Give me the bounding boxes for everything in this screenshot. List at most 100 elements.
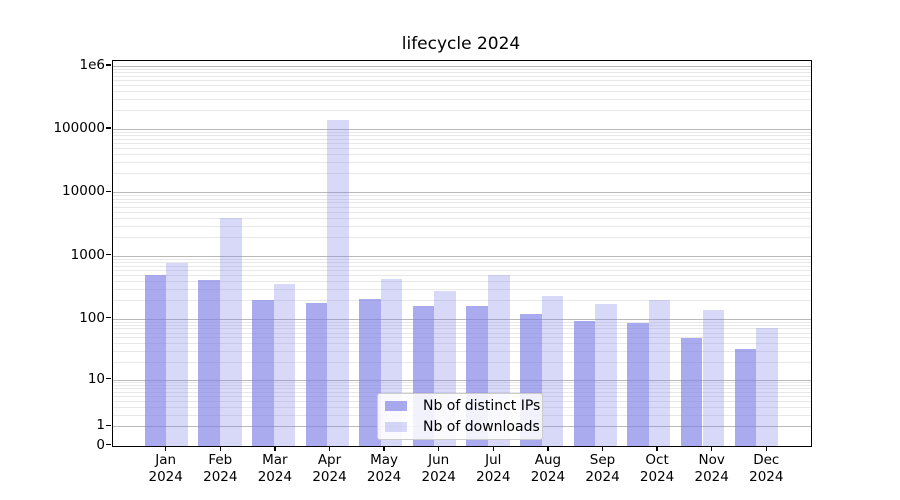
plot-area <box>112 60 812 447</box>
y-tick <box>105 127 111 129</box>
y-tick-label: 1 <box>96 417 105 434</box>
grid-minor-line <box>113 135 811 137</box>
y-tick-label: 1e6 <box>79 56 105 73</box>
grid-minor-line <box>113 274 811 276</box>
y-tick <box>105 64 111 66</box>
x-tick-label: May 2024 <box>366 452 402 485</box>
grid-minor-line <box>113 132 811 134</box>
grid-minor-line <box>113 261 811 263</box>
bar-downloads-1 <box>166 262 188 446</box>
grid-major-line <box>113 192 811 194</box>
x-tick <box>219 446 222 451</box>
grid-minor-line <box>113 110 811 112</box>
grid-minor-line <box>113 288 811 290</box>
x-tick <box>274 446 276 451</box>
grid-minor-line <box>113 258 811 260</box>
x-tick <box>492 446 495 451</box>
grid-major-line <box>113 318 811 320</box>
x-tick-label: Feb 2024 <box>203 452 238 485</box>
y-tick-label: 10000 <box>62 183 105 200</box>
legend-swatch-downloads <box>385 422 407 432</box>
grid-minor-line <box>113 154 811 156</box>
y-tick-label: 0 <box>96 436 105 453</box>
grid-minor-line <box>113 361 811 363</box>
x-tick <box>164 446 167 451</box>
grid-minor-line <box>113 211 811 213</box>
y-tick <box>105 443 111 446</box>
grid-minor-line <box>113 139 811 141</box>
bar-downloads-10 <box>648 299 671 446</box>
grid-minor-line <box>113 91 811 93</box>
y-tick <box>105 316 111 319</box>
bar-distinct-ips-12 <box>734 348 757 446</box>
grid-minor-line <box>113 72 811 74</box>
grid-minor-line <box>113 392 811 394</box>
x-tick-label: Jul 2024 <box>476 452 511 485</box>
y-tick <box>105 190 111 193</box>
grid-major-line <box>113 65 811 67</box>
x-tick-label: Sep 2024 <box>585 452 620 485</box>
grid-minor-line <box>113 225 811 227</box>
legend-label-downloads: Nb of downloads <box>423 419 540 435</box>
bar-distinct-ips-5 <box>359 299 381 446</box>
bar-downloads-9 <box>595 304 617 446</box>
grid-minor-line <box>113 343 811 345</box>
y-tick-label: 1000 <box>70 246 105 263</box>
x-tick <box>656 446 658 451</box>
chart-title: lifecycle 2024 <box>401 34 521 54</box>
y-tick <box>105 424 111 427</box>
grid-minor-line <box>113 351 811 353</box>
grid-minor-line <box>113 162 811 164</box>
legend: Nb of distinct IPs Nb of downloads <box>377 393 543 440</box>
grid-minor-line <box>113 198 811 200</box>
grid-minor-line <box>113 382 811 384</box>
grid-minor-line <box>113 337 811 339</box>
x-tick <box>710 446 713 451</box>
grid-minor-line <box>113 206 811 208</box>
x-tick <box>383 446 385 451</box>
grid-minor-line <box>113 75 811 77</box>
bar-downloads-3 <box>273 283 296 446</box>
grid-minor-line <box>113 332 811 334</box>
x-tick-label: Jan 2024 <box>148 452 183 485</box>
grid-minor-line <box>113 148 811 150</box>
grid-minor-line <box>113 328 811 330</box>
bar-distinct-ips-4 <box>305 302 328 446</box>
bar-downloads-12 <box>756 328 778 446</box>
grid-minor-line <box>113 324 811 326</box>
y-tick <box>105 253 111 256</box>
bar-downloads-4 <box>327 120 349 446</box>
x-tick-label: Nov 2024 <box>694 452 729 485</box>
grid-minor-line <box>113 99 811 101</box>
grid-minor-line <box>113 388 811 390</box>
legend-item-distinct-ips: Nb of distinct IPs <box>378 397 542 415</box>
legend-swatch-distinct-ips <box>385 401 407 411</box>
bar-downloads-8 <box>541 296 564 446</box>
x-tick-label: Oct 2024 <box>639 452 675 485</box>
grid-minor-line <box>113 236 811 238</box>
grid-minor-line <box>113 143 811 145</box>
bar-distinct-ips-11 <box>680 337 703 446</box>
legend-label-distinct-ips: Nb of distinct IPs <box>423 398 541 414</box>
grid-minor-line <box>113 280 811 282</box>
grid-minor-line <box>113 321 811 323</box>
grid-minor-line <box>113 173 811 175</box>
bar-distinct-ips-3 <box>252 299 274 446</box>
grid-major-line <box>113 379 811 381</box>
grid-minor-line <box>113 85 811 87</box>
bar-downloads-11 <box>702 309 725 446</box>
grid-minor-line <box>113 217 811 219</box>
y-tick <box>105 377 111 380</box>
grid-minor-line <box>113 269 811 271</box>
y-tick-label: 100000 <box>53 120 105 137</box>
grid-minor-line <box>113 385 811 387</box>
x-tick <box>765 446 768 451</box>
x-tick-label: Dec 2024 <box>749 452 784 485</box>
grid-major-line <box>113 255 811 257</box>
grid-minor-line <box>113 80 811 82</box>
bar-distinct-ips-10 <box>627 323 649 446</box>
grid-minor-line <box>113 195 811 197</box>
x-tick-label: Apr 2024 <box>312 452 347 485</box>
y-tick-label: 10 <box>87 370 105 387</box>
